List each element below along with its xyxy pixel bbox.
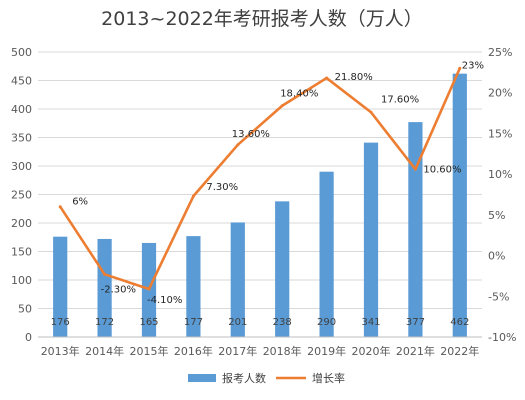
legend-bar-swatch <box>188 374 216 382</box>
bar-value-label: 377 <box>406 317 425 328</box>
x-tick-label: 2013年 <box>41 344 80 358</box>
y-right-tick-label: 25% <box>488 46 512 59</box>
y-left-tick-label: 350 <box>11 132 32 145</box>
growth-point <box>458 66 462 70</box>
bar <box>186 236 201 337</box>
bar-value-label: 165 <box>139 317 158 328</box>
bar <box>97 238 112 337</box>
x-tick-label: 2021年 <box>396 344 435 358</box>
y-right-tick-label: 0% <box>488 250 505 263</box>
legend-label: 增长率 <box>312 371 345 385</box>
x-tick-label: 2017年 <box>218 344 257 358</box>
y-left-tick-label: 300 <box>11 160 32 173</box>
bar-value-label: 201 <box>228 317 247 328</box>
y-left-tick-label: 500 <box>11 46 32 59</box>
x-tick-label: 2019年 <box>307 344 346 358</box>
x-tick-label: 2018年 <box>263 344 302 358</box>
bar-value-label: 290 <box>317 317 336 328</box>
growth-point <box>103 272 107 276</box>
growth-value-label: 23% <box>462 60 484 71</box>
y-right-tick-label: -10% <box>488 331 516 344</box>
y-left-tick-label: 450 <box>11 75 32 88</box>
axes: 0 50 100 150 200 250 300 350 400 450 500 -10% -5% 0% 5… <box>11 46 516 358</box>
legend-label: 报考人数 <box>222 371 266 385</box>
y-left-tick-label: 50 <box>18 303 32 316</box>
growth-value-label: 7.30% <box>206 182 238 193</box>
growth-point <box>147 287 151 291</box>
growth-point <box>369 110 373 114</box>
y-right-tick-label: 10% <box>488 168 512 181</box>
y-left-tick-label: 250 <box>11 189 32 202</box>
y-right-tick-label: 5% <box>488 209 505 222</box>
x-tick-label: 2022年 <box>440 344 479 358</box>
line-series <box>58 66 462 291</box>
bar <box>319 171 334 337</box>
legend: 报考人数 增长率 <box>188 371 345 385</box>
chart-title: 2013~2022年考研报考人数（万人） <box>101 8 423 30</box>
bar <box>275 201 290 337</box>
y-left-tick-label: 100 <box>11 274 32 287</box>
bar <box>53 236 68 337</box>
growth-value-label: -4.10% <box>147 295 182 306</box>
bar-value-label: 238 <box>273 317 292 328</box>
y-right-tick-label: 15% <box>488 127 512 140</box>
growth-value-label: 17.60% <box>381 94 419 105</box>
growth-line <box>59 67 461 291</box>
x-tick-label: 2014年 <box>85 344 124 358</box>
bar <box>452 73 467 337</box>
bar-value-label: 172 <box>95 317 114 328</box>
bar-value-label: 341 <box>361 317 380 328</box>
growth-value-label: 21.80% <box>335 72 373 83</box>
y-left-tick-label: 150 <box>11 246 32 259</box>
growth-point <box>58 205 62 209</box>
growth-value-label: 13.60% <box>232 129 270 140</box>
growth-point <box>413 167 417 171</box>
growth-point <box>280 104 284 108</box>
growth-point <box>236 143 240 147</box>
growth-point <box>325 76 329 80</box>
bar <box>408 122 423 337</box>
gridlines <box>38 51 482 338</box>
bar-value-label: 177 <box>184 317 203 328</box>
y-left-tick-label: 200 <box>11 217 32 230</box>
y-left-tick-label: 0 <box>25 331 32 344</box>
y-right-tick-label: -5% <box>488 290 509 303</box>
bar <box>230 222 245 337</box>
y-left-tick-label: 400 <box>11 103 32 116</box>
y-right-tick-label: 20% <box>488 87 512 100</box>
bar-value-label: 176 <box>51 317 70 328</box>
bar <box>363 142 379 337</box>
x-tick-label: 2020年 <box>352 344 391 358</box>
x-tick-label: 2016年 <box>174 344 213 358</box>
bar-value-label: 462 <box>450 317 469 328</box>
data-labels: 176 172 165 177 201 238 290 341 377 462 6% -2.30% -4… <box>51 60 484 328</box>
growth-value-label: 10.60% <box>423 164 461 175</box>
growth-point <box>191 194 195 198</box>
growth-value-label: -2.30% <box>101 284 136 295</box>
growth-value-label: 18.40% <box>280 89 318 100</box>
growth-value-label: 6% <box>72 197 88 208</box>
x-tick-label: 2015年 <box>130 344 169 358</box>
